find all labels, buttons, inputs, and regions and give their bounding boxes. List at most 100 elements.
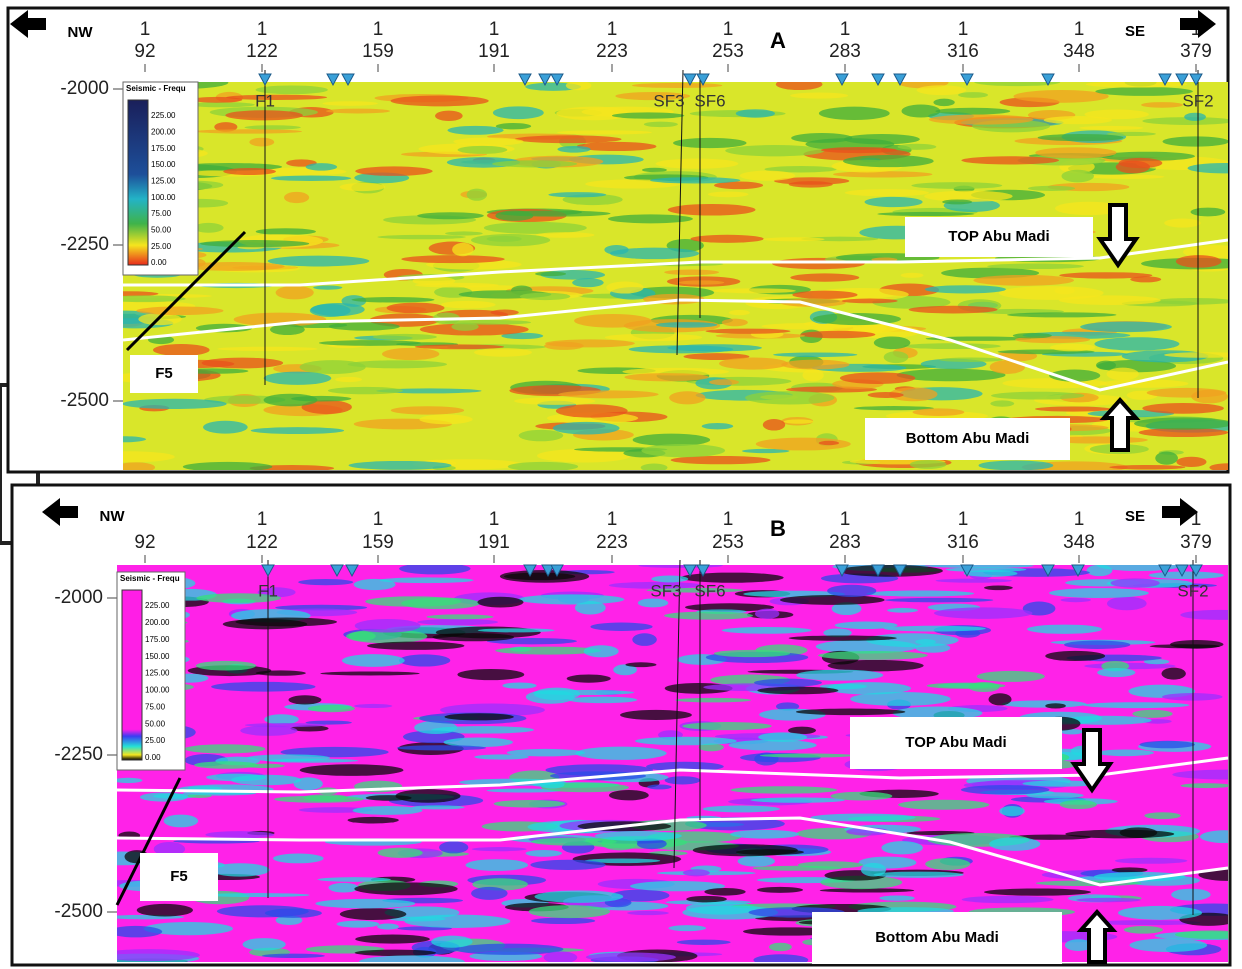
seismic-reflector: [1170, 640, 1223, 649]
seismic-reflector: [677, 940, 731, 945]
seismic-reflector: [553, 422, 620, 435]
seismic-reflector: [391, 95, 489, 106]
seismic-reflector: [1176, 457, 1206, 467]
seismic-reflector: [566, 81, 592, 90]
seismic-reflector: [342, 654, 405, 667]
trace-label: 348: [1063, 41, 1095, 62]
seismic-reflector: [989, 693, 1012, 705]
seismic-reflector: [467, 189, 487, 201]
seismic-reflector: [1132, 710, 1172, 718]
seismic-reflector: [348, 817, 399, 824]
seismic-reflector: [567, 674, 611, 682]
seismic-reflector: [731, 786, 838, 793]
seismic-reflector: [1050, 344, 1095, 352]
seismic-reflector: [313, 285, 342, 289]
seismic-reflector: [633, 434, 710, 446]
seismic-reflector: [575, 747, 666, 760]
seismic-reflector: [609, 790, 649, 800]
trace-label: 1: [958, 509, 969, 530]
annotation-text: Bottom Abu Madi: [906, 430, 1030, 447]
seismic-reflector: [754, 679, 822, 687]
seismic-reflector: [1002, 700, 1087, 707]
seismic-reflector: [627, 911, 669, 915]
trace-label: 1: [958, 19, 969, 40]
seismic-reflector: [740, 171, 796, 181]
trace-label: 191: [478, 41, 510, 62]
seismic-reflector: [530, 860, 605, 870]
seismic-reflector: [632, 633, 656, 646]
seismic-reflector: [712, 288, 796, 293]
seismic-reflector: [1112, 867, 1148, 872]
seismic-reflector: [194, 761, 258, 768]
seismic-reflector: [417, 212, 484, 219]
seismic-reflector: [478, 628, 555, 632]
trace-label: 1: [257, 19, 268, 40]
seismic-reflector: [339, 183, 385, 191]
seismic-reflector: [245, 723, 326, 727]
seismic-reflector: [300, 360, 366, 374]
seismic-reflector: [548, 192, 606, 197]
trace-label: 223: [596, 41, 628, 62]
seismic-reflector: [353, 806, 423, 815]
seismic-reflector: [557, 130, 652, 134]
seismic-reflector: [271, 175, 351, 181]
seismic-reflector: [704, 888, 745, 896]
seismic-reflector: [682, 722, 771, 730]
seismic-reflector: [205, 831, 274, 838]
well-label: SF6: [694, 581, 725, 600]
seismic-reflector: [1076, 898, 1140, 902]
seismic-reflector: [991, 392, 1084, 400]
seismic-reflector: [328, 387, 403, 394]
seismic-reflector: [217, 347, 317, 351]
seismic-reflector: [729, 310, 750, 315]
seismic-reflector: [1095, 87, 1192, 96]
seismic-reflector: [556, 107, 631, 121]
seismic-reflector: [1191, 208, 1226, 217]
seismic-reflector: [415, 283, 499, 288]
seismic-reflector: [326, 109, 390, 114]
seismic-reflector: [556, 404, 628, 417]
seismic-reflector: [738, 856, 775, 867]
seismic-reflector: [760, 754, 854, 758]
seismic-reflector: [736, 109, 775, 118]
seismic-reflector: [320, 671, 420, 675]
trace-label: 253: [712, 41, 744, 62]
seismic-reflector: [349, 461, 452, 470]
seismic-reflector: [226, 95, 327, 100]
trace-label: 316: [947, 532, 979, 553]
seismic-reflector: [1085, 110, 1149, 120]
seismic-reflector: [373, 334, 437, 340]
seismic-reflector: [203, 421, 248, 434]
seismic-reflector: [879, 895, 915, 900]
seismic-reflector: [800, 331, 875, 338]
seismic-reflector: [520, 293, 571, 300]
seismic-reflector: [1124, 926, 1163, 934]
trace-label: 253: [712, 532, 744, 553]
seismic-reflector: [901, 273, 924, 278]
seismic-reflector: [387, 303, 445, 314]
seismic-reflector: [1142, 403, 1224, 414]
seismic-reflector: [584, 645, 619, 657]
seismic-reflector: [492, 160, 577, 167]
seismic-reflector: [1061, 598, 1091, 602]
seismic-reflector: [572, 278, 604, 287]
seismic-reflector: [884, 626, 986, 632]
seismic-reflector: [842, 299, 898, 304]
seismic-reflector: [898, 800, 989, 810]
legend-tick-label: 150.00: [145, 652, 170, 661]
seismic-reflector: [1059, 295, 1161, 305]
seismic-reflector: [612, 112, 684, 118]
seismic-reflector: [519, 430, 564, 441]
seismic-reflector: [535, 890, 624, 902]
legend-tick-label: 175.00: [151, 144, 176, 153]
seismic-reflector: [819, 441, 839, 445]
seismic-reflector: [508, 462, 578, 471]
seismic-reflector: [354, 579, 396, 590]
seismic-reflector: [500, 570, 589, 583]
annotation-text: TOP Abu Madi: [948, 228, 1049, 245]
seismic-reflector: [722, 627, 812, 634]
seismic-reflector: [887, 608, 918, 613]
seismic-reflector: [355, 166, 432, 176]
seismic-reflector: [840, 372, 915, 384]
seismic-reflector: [391, 406, 464, 414]
